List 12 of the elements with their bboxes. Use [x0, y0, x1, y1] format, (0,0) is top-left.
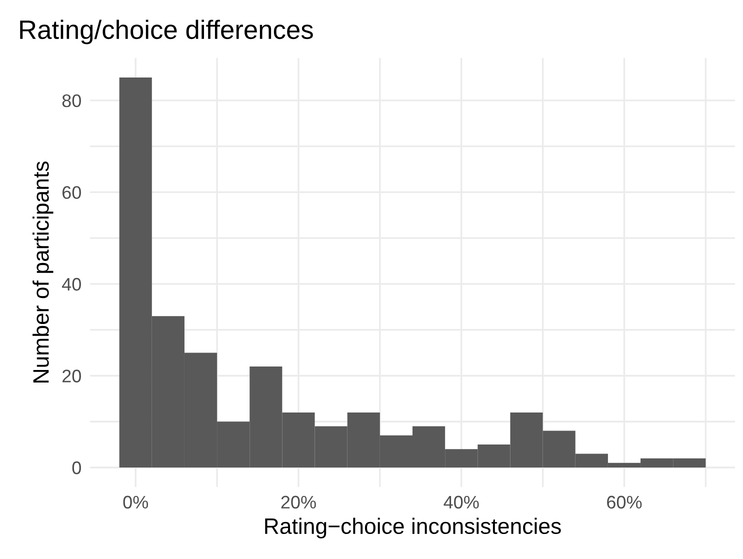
y-tick-label: 20: [62, 370, 81, 382]
x-axis-title: Rating−choice inconsistencies: [265, 518, 561, 538]
y-tick-label: 40: [62, 278, 81, 291]
x-tick-label: 0%: [123, 496, 148, 509]
x-tick-label: 20%: [281, 496, 316, 509]
x-tick-label: 60%: [607, 496, 642, 509]
y-tick-label: 0: [72, 461, 81, 474]
y-axis-title: Number of participants: [32, 162, 54, 382]
x-tick-label: 40%: [444, 496, 479, 509]
y-tick-label: 60: [62, 186, 81, 199]
y-tick-label: 80: [62, 94, 81, 108]
chart-title: Rating/choice differences: [20, 20, 313, 44]
